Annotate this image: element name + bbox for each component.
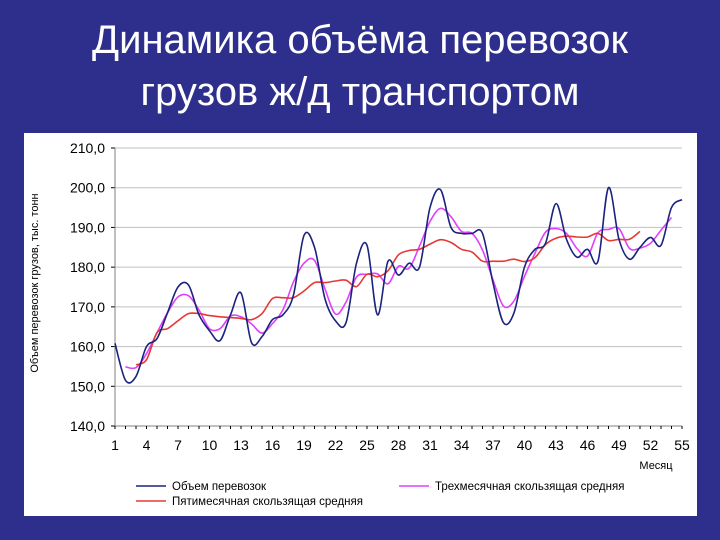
y-tick-label: 190,0	[70, 219, 105, 235]
series-line-1	[114, 186, 683, 384]
x-tick-label: 43	[548, 437, 564, 453]
legend-label: Объем перевозок	[172, 481, 267, 493]
legend: Объем перевозок Трехмесячная скользящая с…	[136, 481, 624, 508]
y-tick-label: 160,0	[70, 339, 105, 355]
x-tick-label: 7	[174, 437, 182, 453]
x-tick-label: 19	[296, 437, 312, 453]
grid-lines	[115, 147, 682, 427]
line-chart: 140,0 150,0 160,0 170,0 180,0 190,0 200,0 210,0…	[29, 140, 690, 508]
series-lines	[114, 186, 683, 384]
axes	[111, 147, 683, 429]
x-tick-label: 16	[265, 437, 281, 453]
x-tick-label: 13	[233, 437, 249, 453]
x-tick-label: 28	[391, 437, 407, 453]
y-tick-label: 200,0	[70, 180, 105, 196]
y-tick-label: 180,0	[70, 259, 105, 275]
x-tick-label: 10	[202, 437, 218, 453]
x-tick-label: 22	[328, 437, 344, 453]
x-tick-label: 34	[454, 437, 470, 453]
series-line-3	[135, 230, 641, 366]
x-tick-label: 1	[111, 437, 119, 453]
x-tick-label: 49	[611, 437, 627, 453]
x-tick-label: 37	[485, 437, 501, 453]
x-tick-label: 55	[674, 437, 690, 453]
y-axis-label: Объем перевозок грузов, тыс. тонн	[29, 193, 41, 372]
slide-title-line-1: Динамика объёма перевозок	[92, 18, 628, 62]
series-line-2	[125, 207, 673, 370]
chart-panel: 140,0 150,0 160,0 170,0 180,0 190,0 200,0 210,0…	[24, 133, 697, 516]
y-tick-label: 140,0	[70, 418, 105, 434]
x-tick-label: 4	[143, 437, 151, 453]
x-axis-label: Месяц	[639, 460, 673, 472]
x-tick-label: 25	[359, 437, 375, 453]
y-tick-labels: 140,0 150,0 160,0 170,0 180,0 190,0 200,0 210,0	[70, 140, 105, 434]
x-tick-label: 46	[580, 437, 596, 453]
x-tick-labels: 1 4 7 10 13 16 19 22 25 28 31 34 37 40 43 46 49 52 55	[111, 437, 690, 453]
legend-label: Трехмесячная скользящая средняя	[435, 481, 624, 493]
x-tick-label: 52	[643, 437, 659, 453]
slide-title-line-2: грузов ж/д транспортом	[140, 70, 580, 114]
x-tick-label: 31	[422, 437, 438, 453]
legend-label: Пятимесячная скользящая средняя	[172, 496, 363, 508]
x-tick-label: 40	[517, 437, 533, 453]
y-tick-label: 210,0	[70, 140, 105, 156]
y-tick-label: 170,0	[70, 299, 105, 315]
y-tick-label: 150,0	[70, 378, 105, 394]
slide-title: Динамика объёма перевозок грузов ж/д тра…	[0, 14, 720, 118]
